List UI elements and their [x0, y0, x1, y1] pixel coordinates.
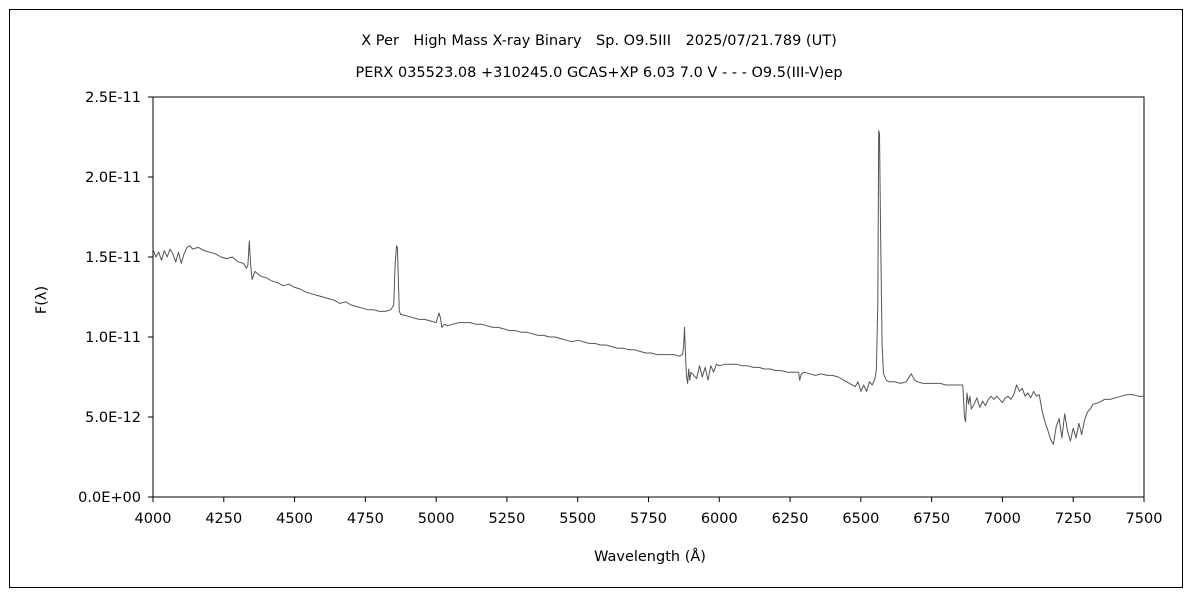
series-group: [152, 130, 1144, 445]
y-tick-label: 1.5E-11: [85, 250, 141, 266]
x-axis: 4000 4250 4500 4750 5000 5250 5500 5750 6000 6250…: [135, 497, 1163, 527]
x-tick-label: 6750: [913, 511, 950, 527]
x-tick-label: 7500: [1126, 511, 1163, 527]
x-tick-label: 5750: [630, 511, 667, 527]
y-tick-label: 2.5E-11: [85, 90, 141, 106]
x-tick-label: 6000: [701, 511, 738, 527]
x-tick-label: 4750: [347, 511, 384, 527]
x-tick-label: 4500: [276, 511, 313, 527]
chart-title: X Per High Mass X-ray Binary Sp. O9.5III…: [361, 33, 836, 49]
x-tick-label: 7000: [984, 511, 1021, 527]
y-tick-label: 5.0E-12: [85, 410, 141, 426]
x-tick-label: 5250: [488, 511, 525, 527]
x-axis-label: Wavelength (Å): [594, 548, 706, 565]
x-tick-label: 6250: [772, 511, 809, 527]
spectrum-chart: X Per High Mass X-ray Binary Sp. O9.5III…: [34, 33, 1163, 565]
y-axis: 0.0E+00 5.0E-12 1.0E-11 1.5E-11 2.0E-11 2.5E-…: [78, 90, 153, 506]
y-tick-label: 0.0E+00: [78, 490, 141, 506]
x-tick-label: 6500: [842, 511, 879, 527]
x-tick-label: 7250: [1055, 511, 1092, 527]
x-tick-label: 5000: [418, 511, 455, 527]
chart-frame: X Per High Mass X-ray Binary Sp. O9.5III…: [9, 9, 1183, 588]
plot-area: [152, 96, 1145, 498]
spectrum-line: [152, 130, 1144, 445]
y-tick-label: 2.0E-11: [85, 170, 141, 186]
x-tick-label: 4250: [205, 511, 242, 527]
y-axis-label: F(λ): [34, 286, 50, 314]
x-tick-label: 4000: [135, 511, 172, 527]
chart-subtitle: PERX 035523.08 +310245.0 GCAS+XP 6.03 7.…: [355, 65, 842, 81]
y-tick-label: 1.0E-11: [85, 330, 141, 346]
x-tick-label: 5500: [559, 511, 596, 527]
